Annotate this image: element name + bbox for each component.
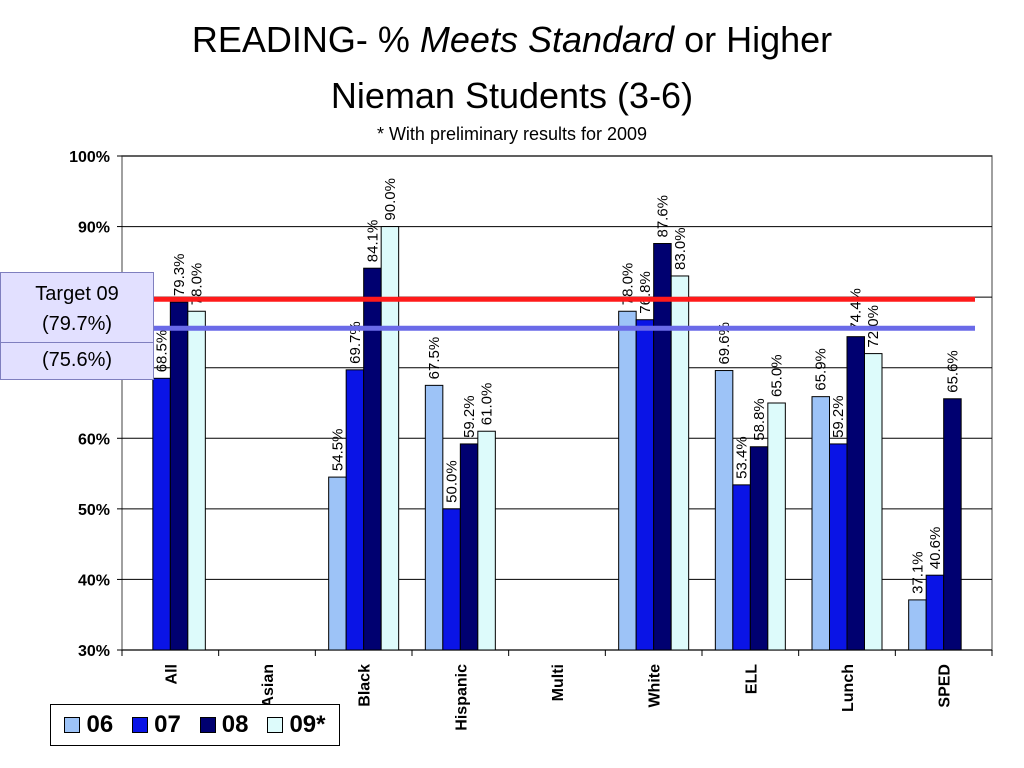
data-label: 53.4%	[734, 436, 751, 479]
x-tick-label: White	[647, 664, 664, 708]
legend-swatch	[132, 717, 149, 733]
x-tick-label: Lunch	[840, 664, 857, 712]
data-label: 65.9%	[813, 348, 830, 391]
y-tick-label: 30%	[78, 643, 110, 660]
bar	[767, 402, 786, 651]
x-tick-label: SPED	[937, 664, 954, 708]
target-value-blue: (75.6%)	[41, 349, 113, 371]
target-09-box: Target 09 (79.7%)	[0, 272, 154, 344]
legend-item: 09*	[267, 711, 325, 739]
bar	[635, 319, 655, 651]
chart-legend: 06 07 08 09*	[50, 704, 340, 746]
bar	[169, 301, 189, 651]
data-label: 87.6%	[654, 195, 671, 238]
bar	[187, 310, 206, 651]
data-label: 69.7%	[347, 321, 364, 364]
legend-item: 08	[199, 711, 249, 739]
bar	[424, 384, 444, 651]
bar	[811, 396, 830, 651]
x-tick-label: Multi	[550, 664, 567, 701]
bar	[380, 226, 400, 651]
y-tick-label: 90%	[78, 220, 110, 237]
data-label: 67.5%	[426, 337, 443, 380]
data-label: 78.0%	[619, 263, 636, 306]
data-label: 59.2%	[461, 395, 478, 438]
data-label: 59.2%	[830, 395, 847, 438]
data-label: 58.8%	[751, 398, 768, 441]
legend-swatch	[267, 717, 284, 733]
bar	[477, 430, 496, 651]
bar	[925, 574, 945, 651]
title-prefix: READING- %	[191, 19, 420, 60]
y-tick-label: 100%	[69, 149, 110, 166]
y-tick-label: 60%	[78, 431, 110, 448]
target-label: Target 09	[35, 283, 119, 305]
bar	[714, 370, 734, 651]
data-label: 40.6%	[927, 527, 944, 570]
legend-label: 07	[154, 711, 181, 738]
bar	[846, 336, 865, 651]
bar	[459, 443, 479, 651]
legend-swatch	[199, 717, 216, 733]
data-label: 79.3%	[171, 254, 188, 297]
bar	[943, 398, 962, 651]
y-tick-label: 40%	[78, 572, 110, 589]
data-label: 78.0%	[189, 263, 206, 306]
bar	[908, 599, 927, 651]
x-tick-label: Asian	[260, 664, 277, 708]
bar	[670, 275, 690, 651]
data-label: 84.1%	[364, 220, 381, 263]
legend-label: 06	[86, 711, 114, 738]
legend-swatch	[64, 717, 81, 733]
data-label: 65.0%	[769, 354, 786, 397]
bar	[328, 476, 347, 651]
bar	[864, 353, 883, 651]
bar	[829, 443, 848, 651]
legend-label: 08	[221, 711, 249, 738]
x-tick-label: Hispanic	[453, 664, 470, 731]
data-label: 90.0%	[382, 178, 399, 221]
legend-item: 07	[132, 711, 181, 739]
bar	[618, 310, 637, 651]
title-italic: Meets Standard	[419, 19, 675, 60]
y-tick-label: 50%	[78, 502, 110, 519]
bar	[363, 267, 382, 651]
data-label: 68.5%	[154, 330, 171, 373]
chart-subtitle: * With preliminary results for 2009	[376, 124, 648, 144]
data-label: 50.0%	[444, 460, 461, 503]
data-label: 69.6%	[716, 322, 733, 365]
data-label: 37.1%	[909, 551, 926, 594]
bar	[653, 243, 672, 651]
data-label: 54.5%	[329, 429, 346, 472]
x-tick-label: All	[163, 664, 180, 684]
data-label: 65.6%	[944, 350, 961, 393]
data-label: 61.0%	[479, 383, 496, 426]
bar	[442, 508, 461, 651]
title-suffix: or Higher	[674, 19, 833, 60]
data-label: 83.0%	[672, 227, 689, 270]
data-label: 76.8%	[637, 271, 654, 314]
target-value-red: (79.7%)	[41, 313, 113, 335]
x-tick-label: ELL	[743, 664, 760, 694]
bar	[732, 484, 751, 651]
bar	[152, 377, 171, 651]
legend-label: 09*	[289, 711, 326, 738]
chart-title-line2: Nieman Students (3-6)	[330, 75, 694, 116]
bar	[749, 446, 769, 651]
data-label: 74.4%	[848, 288, 865, 331]
target-value-blue-box: (75.6%)	[0, 342, 154, 380]
chart-title: READING- % Meets Standard or Higher	[0, 20, 1024, 60]
legend-item: 06	[64, 711, 113, 739]
x-tick-label: Black	[357, 664, 374, 707]
bar	[345, 369, 365, 651]
